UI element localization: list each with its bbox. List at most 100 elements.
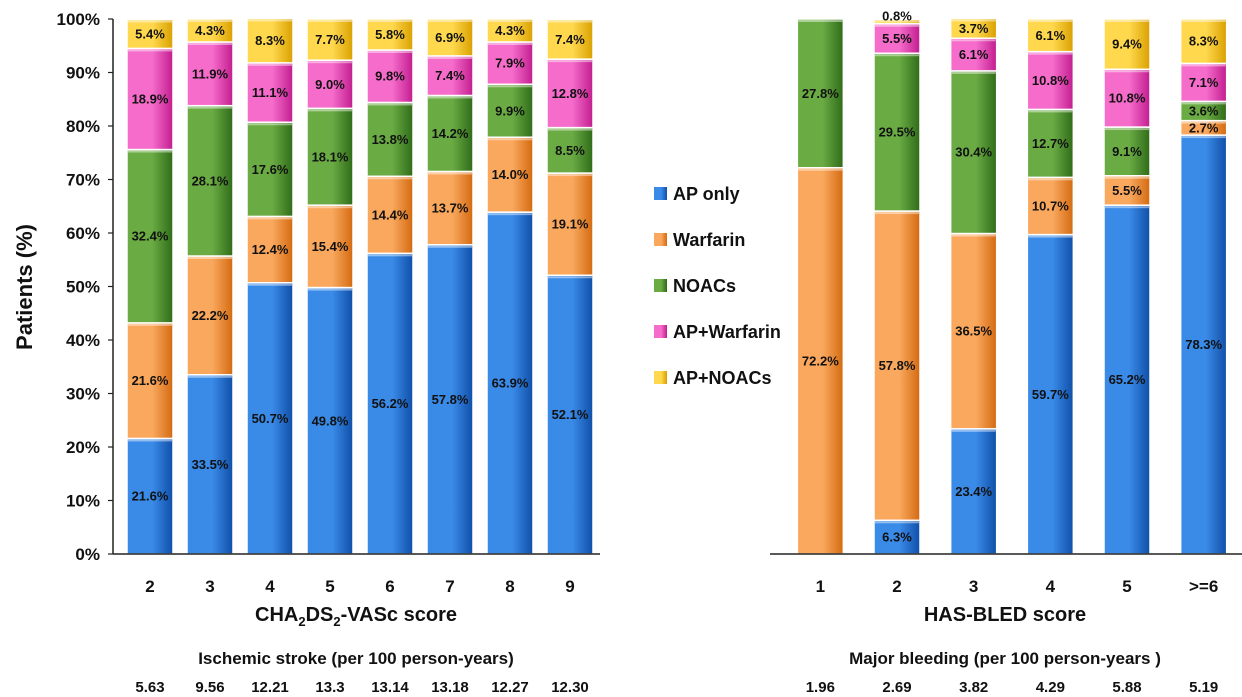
left-bar-highlight (488, 138, 532, 141)
left-bar-highlight (548, 128, 592, 131)
right-data-label: 10.7% (1032, 198, 1069, 213)
right-bar-ap-warfarin-5 (1103, 68, 1151, 128)
right-bar-ap-noacs-3 (949, 17, 998, 40)
left-data-label: 8.3% (255, 33, 285, 48)
right-data-label: 9.1% (1112, 144, 1142, 159)
right-rate-value: 2.69 (882, 679, 911, 696)
left-data-label: 22.2% (192, 308, 229, 323)
left-x-axis-label: CHA2DS2-VASc score (255, 604, 457, 629)
right-bar-warfarin-3 (949, 232, 998, 430)
right-bar-highlight (1028, 20, 1073, 22)
left-bar-ap-noacs-9 (546, 18, 594, 60)
left-bar-highlight (548, 20, 592, 23)
right-bar-highlight (951, 234, 996, 237)
left-bar-highlight (368, 103, 412, 106)
right-rate-value: 3.82 (959, 679, 988, 696)
y-tick: 60% (66, 224, 100, 243)
legend-label-warfarin: Warfarin (673, 230, 745, 250)
left-bar-highlight (428, 172, 472, 175)
left-rates-row: 5.63 9.56 12.21 13.3 13.14 13.18 12.27 12.30 (135, 679, 588, 696)
right-bar-ap-noacs-2 (873, 18, 921, 25)
left-data-label: 28.1% (192, 173, 229, 188)
right-data-label: 5.5% (1112, 183, 1142, 198)
left-bar-ap-warfarin-5 (306, 59, 354, 110)
left-x-tick: 2 (145, 577, 154, 596)
left-data-label: 57.8% (432, 392, 469, 407)
right-data-label: 6.1% (959, 47, 989, 62)
legend-swatch-ap-only (654, 187, 667, 200)
left-bar-highlight (188, 106, 232, 109)
right-data-label: 5.5% (882, 31, 912, 46)
right-bar-highlight (1028, 235, 1073, 238)
left-bar-ap-noacs-3 (186, 18, 234, 43)
right-data-label: 57.8% (879, 358, 916, 373)
left-data-label: 13.8% (372, 132, 409, 147)
left-bar-ap-only-4 (246, 282, 294, 555)
y-tick: 50% (66, 278, 100, 297)
right-bar-highlight (1105, 70, 1149, 73)
left-bar-highlight (488, 85, 532, 88)
right-x-tick: 3 (969, 577, 978, 596)
legend-label-ap-only: AP only (673, 184, 740, 204)
right-bar-highlight (1028, 52, 1073, 55)
left-bar-highlight (188, 257, 232, 260)
left-bar-ap-only-7 (426, 244, 474, 555)
right-bar-ap-warfarin-2 (873, 23, 921, 54)
left-data-label: 50.7% (252, 411, 289, 426)
left-x-tick: 5 (325, 577, 334, 596)
left-data-label: 15.4% (312, 239, 349, 254)
left-bar-ap-noacs-6 (366, 18, 414, 51)
right-bar-highlight (875, 20, 919, 23)
legend-swatch-warfarin (654, 233, 667, 246)
left-data-label: 17.6% (252, 162, 289, 177)
left-chart: Patients (%) 0% 10% 20% 30% 40% 50% 60% 70% 80% 9… (12, 10, 600, 696)
left-x-tick-labels: 2 3 4 5 6 7 8 9 (145, 577, 574, 596)
right-bar-noacs-5 (1103, 126, 1151, 177)
y-tick: 30% (66, 385, 100, 404)
y-axis-label: Patients (%) (12, 224, 37, 350)
right-bar-highlight (798, 168, 843, 171)
left-data-label: 18.9% (132, 91, 169, 106)
right-data-label: 65.2% (1109, 372, 1146, 387)
left-bar-highlight (428, 245, 472, 248)
left-bar-warfarin-2 (126, 322, 174, 440)
left-x-tick: 3 (205, 577, 214, 596)
left-x-tick: 7 (445, 577, 454, 596)
left-data-label: 33.5% (192, 457, 229, 472)
left-data-label: 9.9% (495, 103, 525, 118)
right-bar-highlight (875, 521, 919, 524)
right-rates-row: 1.96 2.69 3.82 4.29 5.88 5.19 (806, 679, 1219, 696)
legend-swatch-noacs (654, 279, 667, 292)
left-bar-highlight (368, 177, 412, 180)
right-bar-ap-noacs-4 (1026, 18, 1075, 53)
left-bar-highlight (368, 51, 412, 54)
left-data-label: 63.9% (492, 376, 529, 391)
right-data-label: 78.3% (1185, 337, 1222, 352)
right-x-tick-labels: 1 2 3 4 5 >=6 (816, 577, 1219, 596)
right-bar-warfarin-5 (1103, 175, 1151, 206)
right-bars: 72.2% 27.8% 6.3% 57.8% 29.5% 5.5% 0.8% 23.4% 36.… (796, 9, 1228, 555)
right-bar-ap-only-4 (1026, 233, 1075, 555)
left-rates-title: Ischemic stroke (per 100 person-years) (198, 649, 514, 668)
right-x-tick: 4 (1046, 577, 1056, 596)
right-rate-value: 1.96 (806, 679, 835, 696)
left-bar-highlight (368, 254, 412, 257)
right-bar-highlight (1181, 136, 1226, 139)
right-bar-highlight (1181, 102, 1226, 105)
left-bar-warfarin-5 (306, 204, 354, 289)
left-x-tick: 9 (565, 577, 574, 596)
left-bar-highlight (428, 56, 472, 59)
y-tick: 10% (66, 492, 100, 511)
right-data-label: 59.7% (1032, 387, 1069, 402)
left-bar-noacs-9 (546, 126, 594, 174)
y-tick: 100% (57, 10, 100, 29)
left-data-label: 13.7% (432, 201, 469, 216)
left-bar-noacs-5 (306, 107, 354, 206)
right-data-label: 29.5% (879, 125, 916, 140)
left-bar-highlight (248, 217, 292, 220)
right-bar-ap-only-2 (873, 519, 921, 555)
right-bar-highlight (1181, 20, 1226, 22)
left-bar-highlight (188, 375, 232, 378)
left-data-label: 19.1% (552, 217, 589, 232)
